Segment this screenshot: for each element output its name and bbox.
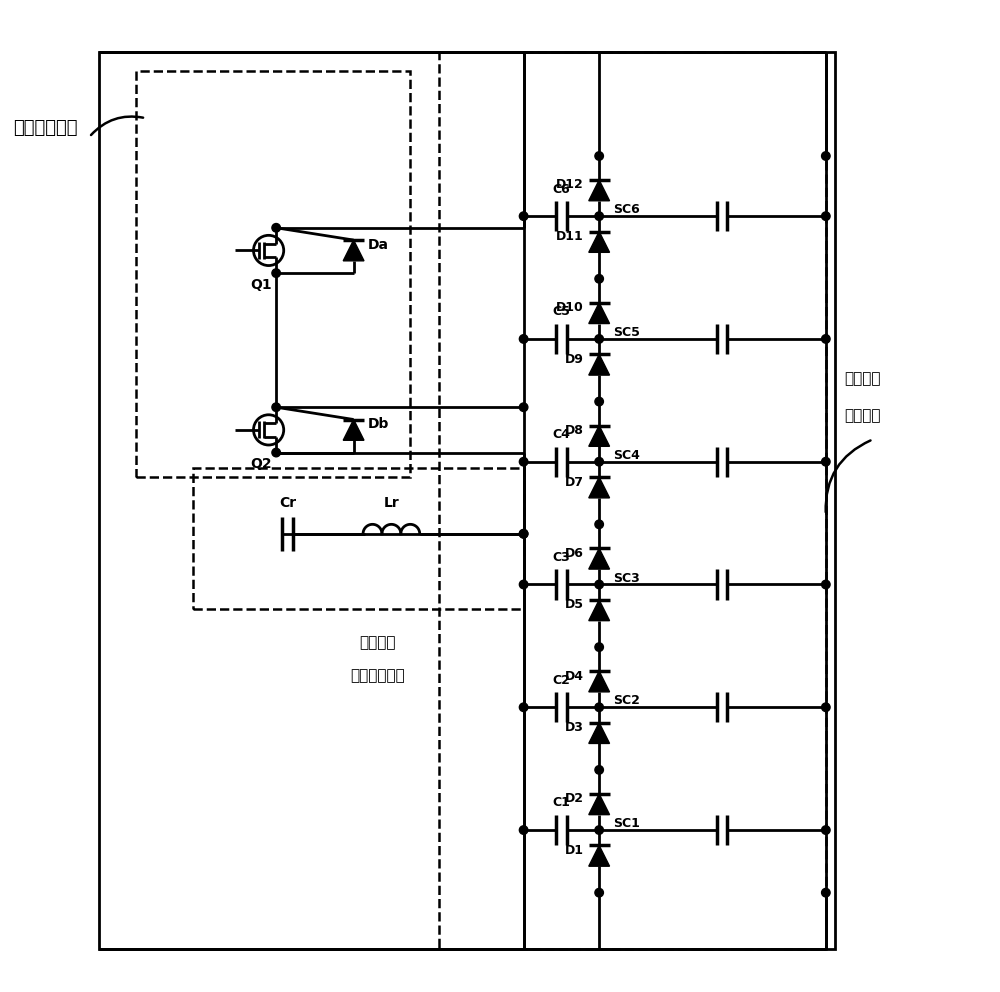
Polygon shape (589, 303, 610, 323)
Circle shape (822, 580, 830, 588)
Bar (99, 53, 835, 949)
Text: 共振电路: 共振电路 (359, 635, 395, 650)
Polygon shape (589, 845, 610, 866)
Text: D4: D4 (565, 670, 584, 682)
Circle shape (519, 703, 528, 711)
Circle shape (519, 403, 528, 412)
Circle shape (595, 334, 603, 343)
Text: C6: C6 (553, 183, 570, 195)
Circle shape (822, 457, 830, 466)
Text: 半桥输入单体: 半桥输入单体 (14, 119, 78, 137)
Circle shape (595, 520, 603, 529)
Text: SC1: SC1 (613, 817, 640, 830)
Circle shape (822, 703, 830, 711)
Circle shape (519, 457, 528, 466)
Text: Db: Db (368, 417, 389, 431)
Polygon shape (589, 426, 610, 446)
Polygon shape (589, 180, 610, 200)
Text: SC3: SC3 (613, 571, 640, 584)
Text: SC2: SC2 (613, 694, 640, 707)
Text: Cr: Cr (279, 496, 296, 510)
Polygon shape (589, 231, 610, 252)
Text: 多段倍压: 多段倍压 (845, 371, 881, 386)
Text: D12: D12 (556, 179, 584, 191)
Circle shape (595, 580, 603, 588)
Circle shape (519, 530, 528, 538)
Text: D9: D9 (565, 353, 584, 366)
Circle shape (595, 457, 603, 466)
Text: SC4: SC4 (613, 449, 640, 462)
Text: Q2: Q2 (250, 457, 272, 471)
Text: C5: C5 (552, 306, 570, 318)
Circle shape (595, 275, 603, 283)
Circle shape (822, 152, 830, 161)
Text: Q1: Q1 (250, 278, 272, 292)
Circle shape (519, 825, 528, 834)
Circle shape (822, 889, 830, 897)
Polygon shape (589, 600, 610, 621)
Circle shape (595, 766, 603, 774)
Bar (439, 53, 826, 949)
Text: D7: D7 (565, 475, 584, 489)
Circle shape (272, 448, 280, 456)
Polygon shape (343, 240, 364, 261)
Text: Da: Da (368, 237, 389, 252)
Polygon shape (589, 672, 610, 691)
Circle shape (519, 334, 528, 343)
Polygon shape (589, 722, 610, 743)
Text: 整流电路: 整流电路 (845, 409, 881, 424)
Circle shape (595, 398, 603, 406)
Text: C2: C2 (552, 674, 570, 686)
Text: C4: C4 (552, 429, 570, 441)
Text: D1: D1 (565, 844, 584, 857)
Circle shape (272, 223, 280, 232)
Circle shape (519, 212, 528, 220)
Circle shape (272, 269, 280, 278)
Polygon shape (343, 420, 364, 440)
Circle shape (272, 403, 280, 412)
Text: D10: D10 (556, 302, 584, 314)
Polygon shape (589, 549, 610, 569)
Text: D5: D5 (565, 598, 584, 611)
Text: D6: D6 (565, 547, 584, 559)
Text: Lr: Lr (384, 496, 399, 510)
Text: D3: D3 (565, 721, 584, 734)
Text: C1: C1 (552, 797, 570, 809)
Circle shape (519, 580, 528, 588)
Circle shape (595, 825, 603, 834)
Circle shape (822, 212, 830, 220)
Circle shape (822, 334, 830, 343)
Circle shape (519, 530, 528, 538)
Text: C3: C3 (553, 551, 570, 563)
Circle shape (595, 643, 603, 652)
Text: SC5: SC5 (613, 326, 640, 339)
Text: D2: D2 (565, 793, 584, 806)
Circle shape (822, 825, 830, 834)
Circle shape (595, 703, 603, 711)
Circle shape (595, 889, 603, 897)
Bar (193, 467, 524, 609)
Text: （串联共振）: （串联共振） (350, 669, 405, 683)
Bar (136, 71, 410, 477)
Text: D8: D8 (565, 424, 584, 437)
Polygon shape (589, 477, 610, 498)
Polygon shape (589, 794, 610, 814)
Polygon shape (589, 354, 610, 375)
Circle shape (595, 152, 603, 161)
Text: SC6: SC6 (613, 203, 640, 216)
Text: D11: D11 (556, 230, 584, 243)
Circle shape (595, 212, 603, 220)
